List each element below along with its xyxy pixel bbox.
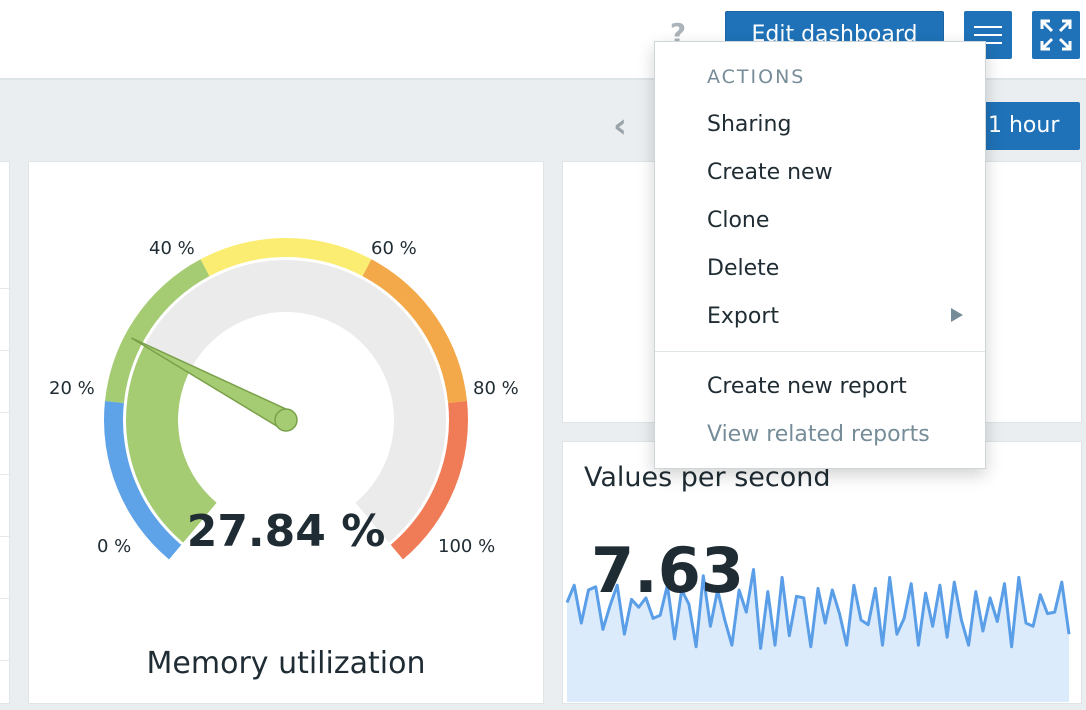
menu-section-header: ACTIONS xyxy=(707,66,806,88)
menu-item-sharing[interactable]: Sharing xyxy=(707,112,792,137)
gauge-tick-label: 40 % xyxy=(149,238,195,259)
menu-item-export[interactable]: Export xyxy=(707,304,780,329)
gauge-tick-label: 20 % xyxy=(49,378,95,399)
gauge-threshold-band xyxy=(362,259,468,403)
gauge-title: Memory utilization xyxy=(146,646,426,681)
gauge-threshold-band xyxy=(104,259,210,403)
gauge-tick-label: 0 % xyxy=(97,536,132,557)
left-widget xyxy=(0,161,11,704)
submenu-arrow-icon xyxy=(951,308,963,322)
gauge-needle-hub xyxy=(274,408,298,432)
gauge-track xyxy=(125,260,446,543)
gauge-tick-label: 100 % xyxy=(438,536,496,557)
gauge-threshold-band xyxy=(103,400,182,560)
vps-value: 7.63 xyxy=(591,534,744,607)
menu-item-create-new[interactable]: Create new xyxy=(707,160,833,185)
chevron-left-icon[interactable]: ‹ xyxy=(612,106,627,146)
kiosk-mode-button[interactable] xyxy=(1032,11,1080,59)
hamburger-icon xyxy=(974,26,1002,28)
time-period-button[interactable]: 1 hour xyxy=(968,102,1080,150)
fullscreen-icon xyxy=(1040,19,1072,51)
gauge-threshold-band xyxy=(390,400,468,560)
hamburger-icon-line xyxy=(974,42,1002,44)
menu-divider xyxy=(655,351,985,352)
vps-sparkline xyxy=(565,568,1071,702)
gauge-tick-label: 80 % xyxy=(473,378,519,399)
memory-gauge xyxy=(103,238,468,560)
sparkline-line xyxy=(565,568,1071,650)
hamburger-icon-line xyxy=(974,34,1002,36)
menu-item-clone[interactable]: Clone xyxy=(707,208,770,233)
actions-dropdown-menu: ACTIONS Sharing Create new Clone Delete … xyxy=(654,41,986,469)
gauge-value-arc xyxy=(126,345,217,543)
sparkline-area xyxy=(567,569,1069,702)
gauge-tick-label: 60 % xyxy=(371,238,417,259)
menu-item-view-related-reports: View related reports xyxy=(707,422,930,447)
menu-item-create-new-report[interactable]: Create new report xyxy=(707,374,907,399)
gauge-threshold-band xyxy=(200,238,372,277)
gauge-value: 27.84 % xyxy=(186,506,386,557)
menu-item-delete[interactable]: Delete xyxy=(707,256,780,281)
